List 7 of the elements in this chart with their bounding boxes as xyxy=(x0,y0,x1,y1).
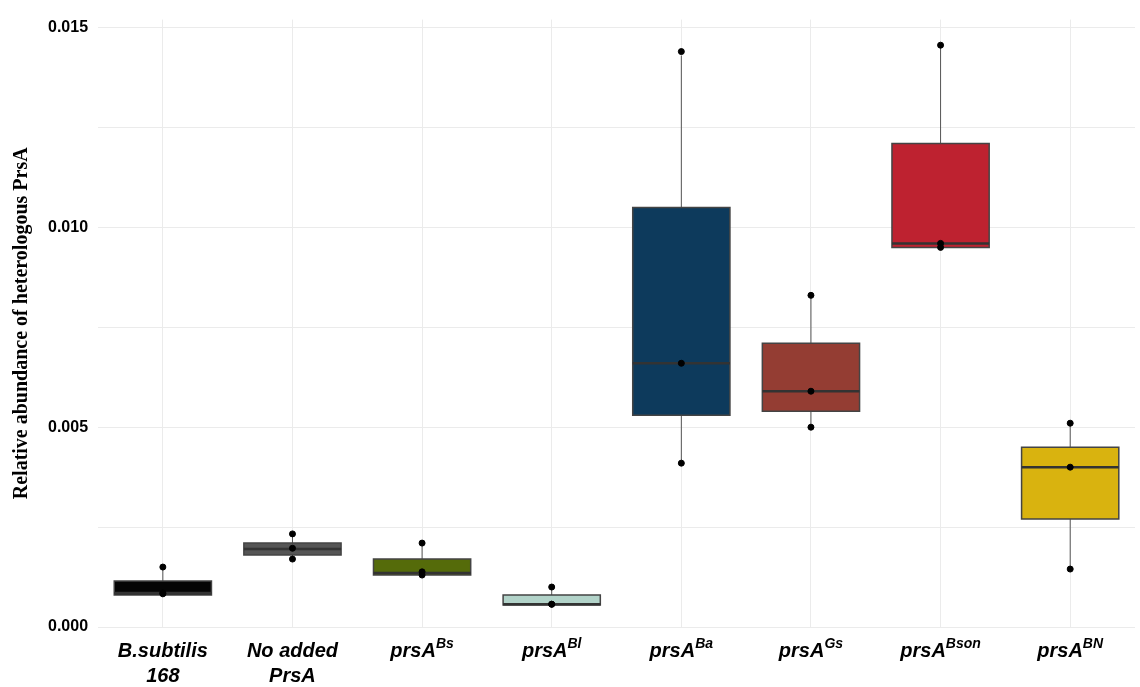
x-tick-label: B.subtilis 168 xyxy=(117,639,208,686)
y-axis-title: Relative abundance of heterologous PrsA xyxy=(9,146,33,500)
y-tick-label: 0.000 xyxy=(47,617,89,635)
y-tick-label: 0.010 xyxy=(47,217,89,235)
y-tick-label: 0.015 xyxy=(47,18,89,35)
y-tick-label: 0.005 xyxy=(47,417,89,435)
x-tick-label: No added PrsA xyxy=(246,639,339,686)
